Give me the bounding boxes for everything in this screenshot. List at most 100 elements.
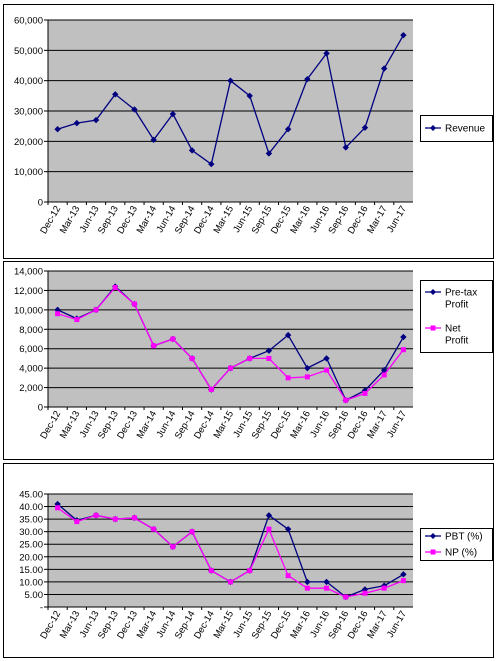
data-point [54, 126, 61, 133]
data-point [284, 331, 292, 339]
data-point [131, 106, 138, 113]
data-point [381, 372, 387, 378]
data-point [362, 590, 368, 596]
data-point [304, 578, 311, 586]
data-point [304, 75, 311, 83]
data-point [362, 390, 368, 396]
legend-marker [430, 289, 436, 295]
data-point [208, 387, 214, 393]
y-tick-label: 40,000 [14, 76, 43, 87]
data-point [112, 91, 119, 98]
legend: PBT (%) NP (%) [420, 528, 493, 561]
data-point [324, 585, 330, 591]
data-point [265, 150, 273, 157]
chart-panel-1: 010,00020,00030,00040,00050,00060,000Dec… [3, 4, 494, 259]
y-tick-label: 14,000 [14, 267, 43, 278]
y-tick-label: 5.00 [25, 590, 44, 601]
data-point [400, 333, 407, 341]
data-point [343, 594, 349, 600]
y-tick-label: 0 [38, 403, 43, 414]
data-point [323, 578, 330, 586]
y-tick-label: 8,000 [19, 325, 43, 336]
data-point [93, 307, 99, 313]
data-point [228, 579, 233, 585]
data-point [73, 119, 81, 127]
data-point [55, 505, 61, 511]
data-point [189, 355, 195, 361]
data-point [151, 343, 157, 349]
data-point [265, 512, 273, 519]
data-point [247, 355, 253, 361]
data-point [131, 301, 137, 307]
y-tick-label: 40.00 [19, 502, 43, 513]
data-point [131, 515, 137, 521]
data-point [400, 571, 407, 578]
data-point [92, 116, 100, 124]
data-point [285, 573, 291, 579]
data-point [323, 355, 330, 362]
plot-area [48, 271, 413, 407]
y-tick-label: 6,000 [19, 344, 43, 355]
y-tick-label: 10.00 [19, 577, 43, 588]
data-point [324, 367, 330, 373]
plot-area [48, 494, 413, 607]
y-tick-label: 35.00 [19, 515, 43, 526]
data-point [381, 585, 387, 591]
data-point [74, 519, 80, 525]
y-tick-label: 30,000 [14, 107, 43, 118]
y-tick-label: 0 [38, 198, 43, 209]
data-point [400, 31, 407, 39]
data-point [361, 124, 369, 131]
data-point [208, 160, 215, 168]
data-point [227, 77, 234, 84]
data-point [380, 65, 388, 72]
legend: Revenue [420, 115, 493, 142]
data-point [323, 50, 330, 57]
legend-marker [430, 533, 436, 539]
data-point [284, 126, 292, 133]
y-tick-label: 2,000 [19, 383, 43, 394]
data-point [169, 110, 177, 118]
chart-panel-2: 02,0004,0006,0008,00010,00012,00014,000D… [3, 261, 494, 460]
data-point [343, 397, 349, 403]
data-point [151, 526, 157, 532]
data-point [304, 374, 310, 380]
data-point [400, 347, 406, 353]
legend-label: PBT (%) [445, 532, 483, 543]
data-point [74, 317, 80, 323]
data-point [189, 529, 195, 535]
y-tick-label: 20,000 [14, 137, 43, 148]
y-tick-label: 10,000 [14, 305, 43, 316]
y-tick-label: 15.00 [19, 565, 43, 576]
data-point [304, 585, 310, 591]
data-point [55, 311, 61, 317]
legend-label: Pre-tax Profit [445, 288, 477, 311]
y-tick-label: 4,000 [19, 364, 43, 375]
data-point [112, 285, 118, 291]
data-point [247, 568, 253, 574]
data-point [266, 526, 272, 532]
data-point [400, 578, 406, 584]
data-point [208, 568, 214, 574]
data-point [246, 92, 253, 100]
data-point [342, 144, 349, 151]
data-point [284, 525, 292, 533]
y-tick-label: - [40, 603, 43, 614]
data-point [150, 136, 157, 144]
data-point [228, 365, 233, 371]
data-point [265, 347, 273, 354]
legend-marker [430, 325, 436, 331]
data-point [380, 366, 388, 374]
data-point [170, 544, 176, 550]
y-tick-label: 60,000 [14, 16, 43, 27]
legend: Pre-tax Profit Net Profit [420, 280, 493, 353]
data-point [170, 336, 176, 342]
legend-label: Net Profit [445, 324, 469, 347]
legend-marker [430, 125, 436, 131]
y-tick-label: 25.00 [19, 540, 43, 551]
legend-label: NP (%) [445, 548, 477, 559]
legend-marker [430, 549, 436, 555]
data-point [285, 375, 291, 381]
